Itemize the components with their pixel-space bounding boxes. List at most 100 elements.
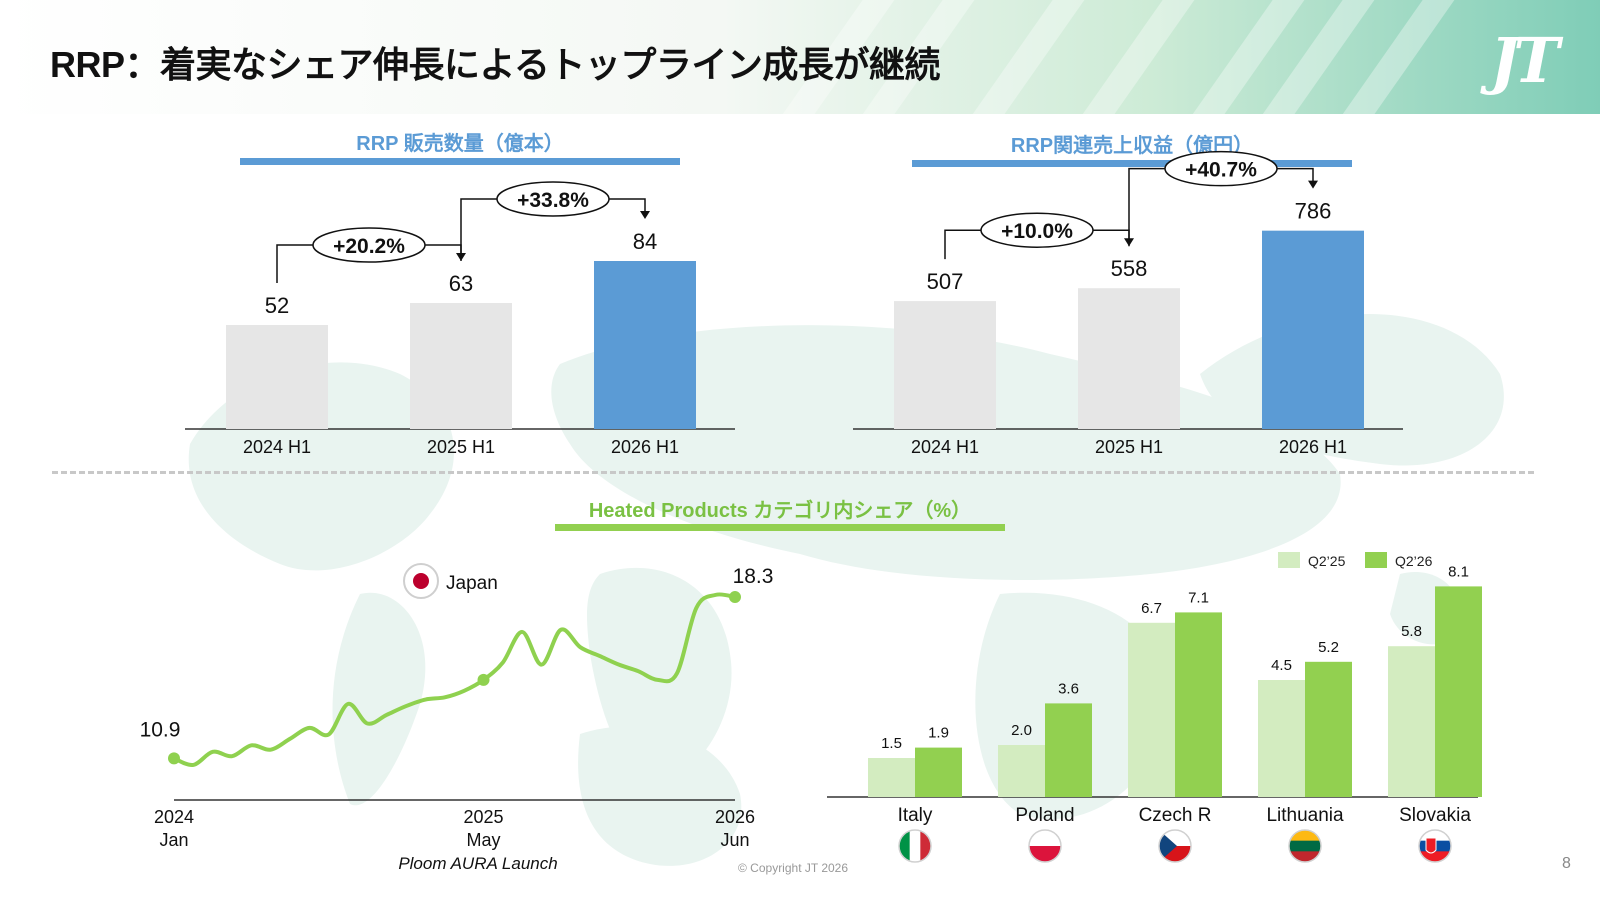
bar-2026-h1 — [1262, 230, 1364, 429]
legend-swatch-q2-25 — [1278, 552, 1300, 568]
bar-italy-q2-26 — [915, 747, 962, 797]
launch-annotation: Ploom AURA Launch — [398, 854, 557, 873]
flag-stripe — [1029, 846, 1061, 862]
line-legend-label: Japan — [446, 573, 498, 594]
bar-value-label: 7.1 — [1188, 589, 1209, 606]
growth-label: +33.8% — [517, 189, 589, 212]
bar-value-label: 3.6 — [1058, 680, 1079, 697]
flag-ring — [1028, 829, 1062, 863]
flag-stripe — [920, 830, 931, 862]
growth-badge — [496, 181, 610, 217]
poland-flag-icon — [1029, 830, 1061, 862]
bar-czech-r-q2-25 — [1128, 622, 1175, 797]
japan-flag-disc — [413, 573, 429, 589]
flag-stripe — [1419, 830, 1451, 842]
x-tick-label: 2024 H1 — [911, 437, 979, 457]
bar-lithuania-q2-25 — [1258, 680, 1305, 797]
japan-share-line-chart: 10.9 18.3 2024 Jan 2025 May 2026 Jun Ploom AURA … — [140, 563, 774, 873]
bar-poland-q2-25 — [998, 745, 1045, 797]
bar-2026-h1 — [594, 261, 696, 429]
heated-share-title: Heated Products カテゴリ内シェア（%） — [588, 500, 972, 522]
rrp-volume-chart: 52 2024 H1 63 2025 H1 84 2026 H1 +20.2% +33.8% — [185, 181, 735, 457]
growth-label: +20.2% — [333, 235, 405, 258]
flag-stripe — [1419, 851, 1451, 862]
line-point-marker — [168, 752, 180, 765]
bar-value-label: 507 — [927, 269, 964, 294]
x-tick-label: Slovakia — [1399, 805, 1471, 826]
x-tick-month: Jan — [159, 830, 188, 850]
growth-badge — [1164, 150, 1278, 187]
flag-stripe — [1029, 830, 1061, 847]
line-end-value-label: 18.3 — [733, 565, 774, 588]
copyright-text: © Copyright JT 2026 — [738, 861, 849, 875]
legend-label-q2-26: Q2’26 — [1395, 553, 1433, 569]
flag-ring — [1158, 829, 1192, 863]
bar-value-label: 6.7 — [1141, 600, 1162, 617]
x-tick-year: 2024 — [154, 807, 194, 827]
bar-slovakia-q2-26 — [1435, 586, 1482, 797]
bar-2025-h1 — [410, 303, 512, 429]
line-point-marker — [729, 591, 741, 604]
x-tick-label: 2025 H1 — [1095, 437, 1163, 457]
legend-label-q2-25: Q2’25 — [1308, 553, 1346, 569]
line-point-marker — [477, 673, 490, 686]
rrp-revenue-title-underline — [912, 160, 1352, 167]
flag-ring — [1288, 829, 1322, 863]
flag-stripe — [909, 830, 921, 862]
header-banner: RRP：着実なシェア伸長によるトップライン成長が継続 JT — [0, 0, 1600, 114]
growth-badge — [312, 227, 426, 263]
bar-value-label: 5.2 — [1318, 639, 1339, 656]
flag-triangle — [1159, 830, 1177, 862]
growth-badge — [980, 212, 1094, 248]
bar-italy-q2-25 — [868, 758, 915, 797]
flag-stripe — [1289, 830, 1321, 842]
flag-stripe — [1289, 840, 1321, 852]
heated-share-title-underline — [555, 524, 1005, 531]
lithuania-flag-icon — [1289, 830, 1321, 862]
line-start-value-label: 10.9 — [140, 718, 181, 741]
section-divider — [52, 471, 1534, 474]
bar-value-label: 52 — [265, 293, 289, 318]
bar-value-label: 1.9 — [928, 725, 949, 742]
flag-ring — [898, 829, 932, 863]
bar-value-label: 5.8 — [1401, 623, 1422, 640]
rrp-volume-title-underline — [240, 158, 680, 165]
bar-2024-h1 — [226, 325, 328, 429]
italy-flag-icon — [899, 830, 931, 862]
bar-value-label: 2.0 — [1011, 722, 1032, 739]
legend-swatch-q2-26 — [1365, 552, 1387, 568]
czech-r-flag-icon — [1159, 830, 1191, 862]
x-tick-label: 2024 H1 — [243, 437, 311, 457]
x-tick-year: 2025 — [463, 807, 503, 827]
japan-share-line — [173, 592, 736, 767]
bar-slovakia-q2-25 — [1388, 646, 1435, 797]
x-tick-label: 2026 H1 — [1279, 437, 1347, 457]
rrp-revenue-chart: 507 2024 H1 558 2025 H1 786 2026 H1 +10.0% +40.… — [853, 150, 1403, 457]
bar-value-label: 63 — [449, 271, 473, 296]
flag-stripe — [1289, 851, 1321, 862]
bar-value-label: 84 — [633, 229, 657, 254]
bar-lithuania-q2-26 — [1305, 661, 1352, 797]
x-tick-label: 2025 H1 — [427, 437, 495, 457]
flag-shield — [1425, 837, 1437, 854]
x-tick-label: 2026 H1 — [611, 437, 679, 457]
flag-stripe — [899, 830, 911, 862]
x-tick-label: Czech R — [1139, 805, 1212, 826]
x-tick-label: Poland — [1015, 805, 1074, 826]
x-tick-month: Jun — [720, 830, 749, 850]
bar-2025-h1 — [1078, 288, 1180, 429]
x-tick-month: May — [467, 830, 501, 850]
page-number: 8 — [1562, 855, 1571, 872]
bar-value-label: 1.5 — [881, 735, 902, 752]
growth-arrow-head — [640, 211, 650, 219]
country-share-bar-chart: 1.5 1.9 Italy 2.0 3.6 Poland 6.7 7.1 Czech R 4.5 5… — [827, 563, 1482, 863]
slovakia-flag-icon — [1419, 830, 1451, 862]
rrp-revenue-title: RRP関連売上収益（億円） — [1010, 135, 1254, 157]
rrp-volume-title: RRP 販売数量（億本） — [356, 133, 564, 155]
bar-value-label: 558 — [1111, 256, 1148, 281]
bar-value-label: 8.1 — [1448, 563, 1469, 580]
bar-poland-q2-26 — [1045, 703, 1092, 797]
x-tick-label: Lithuania — [1266, 805, 1344, 826]
bar-value-label: 4.5 — [1271, 657, 1292, 674]
